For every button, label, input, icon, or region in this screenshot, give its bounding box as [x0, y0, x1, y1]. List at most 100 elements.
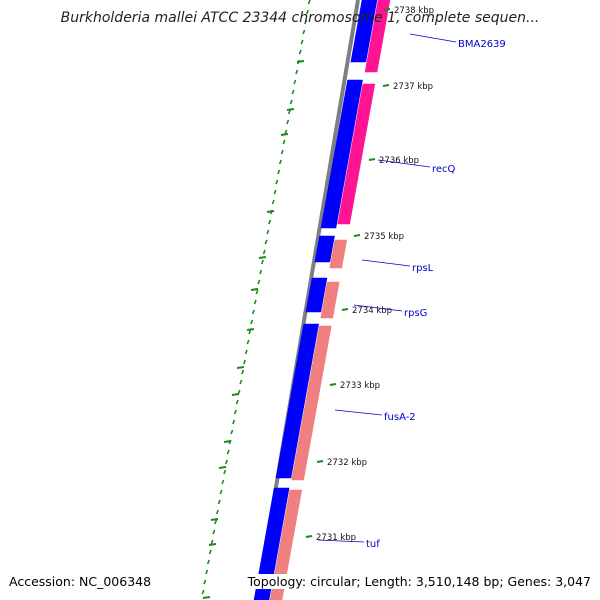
gene-label-leader	[317, 539, 365, 543]
gc-dot	[223, 469, 227, 475]
gc-tick	[296, 60, 305, 63]
gc-dot	[264, 239, 268, 245]
reverse-gene	[291, 325, 332, 481]
gene-label-leader	[361, 259, 411, 267]
gc-tick	[202, 596, 211, 599]
scale-tick	[368, 158, 376, 161]
gc-dot	[206, 559, 210, 565]
scale-label: 2736 kbp	[379, 156, 419, 166]
gc-dot	[201, 589, 205, 595]
scale-track: 2738 kbp 2737 kbp 2736 kbp 2735 kbp 2734 kbp…	[305, 6, 434, 543]
gc-dot	[242, 359, 246, 365]
gene-label: BMA2639	[458, 39, 506, 50]
scale-tick	[329, 383, 337, 386]
gc-tick	[231, 393, 240, 396]
gc-dot	[307, 0, 311, 5]
gc-dot	[286, 119, 290, 125]
scale-label: 2733 kbp	[340, 381, 380, 391]
gene-label-layer: BMA2639 recQ rpsL rpsG fusA-2 tuf	[317, 33, 506, 550]
gc-tick	[250, 288, 259, 291]
scale-tick	[305, 535, 313, 538]
reverse-gene	[364, 0, 391, 73]
scale-label: 2732 kbp	[327, 458, 367, 468]
gc-dot	[233, 409, 237, 415]
gc-dot	[282, 139, 286, 145]
gc-dot	[241, 369, 245, 375]
gc-dot	[250, 319, 254, 325]
gc-dot	[214, 519, 218, 525]
gc-dot	[280, 149, 284, 155]
gc-dot	[295, 69, 299, 75]
gc-dot	[298, 49, 302, 55]
gene-label: tuf	[366, 539, 380, 550]
gc-dot	[205, 569, 209, 575]
forward-gene	[350, 0, 378, 63]
gc-dot	[278, 159, 282, 165]
gc-tick	[218, 466, 227, 469]
gene-label: rpsG	[404, 308, 427, 319]
gc-tick	[210, 518, 219, 521]
gc-content-track	[201, 0, 311, 600]
gc-dot	[224, 459, 228, 465]
gc-dot	[273, 189, 277, 195]
reverse-gene	[269, 489, 303, 600]
gc-dot	[277, 169, 281, 175]
map-title: Burkholderia mallei ATCC 23344 chromosom…	[60, 10, 540, 26]
scale-tick	[341, 308, 349, 311]
gc-dot	[268, 219, 272, 225]
gc-dot	[293, 79, 297, 85]
summary-label: Topology: circular; Length: 3,510,148 bp…	[247, 574, 591, 589]
gene-label-leader	[334, 409, 383, 416]
scale-label: 2731 kbp	[316, 533, 356, 543]
gc-tick	[258, 256, 267, 259]
gc-dot	[203, 579, 207, 585]
forward-gene	[305, 277, 328, 313]
scale-label: 2735 kbp	[364, 232, 404, 242]
forward-gene	[253, 487, 290, 600]
gc-dot	[257, 279, 261, 285]
gc-dot	[219, 489, 223, 495]
gc-tick	[280, 133, 289, 136]
gc-dot	[253, 299, 257, 305]
gc-dot	[226, 449, 230, 455]
forward-gene	[320, 79, 363, 229]
gc-dot	[248, 329, 252, 335]
gc-dot	[259, 269, 263, 275]
forward-gene-track	[253, 0, 378, 600]
accession-label: Accession: NC_006348	[9, 574, 152, 589]
gc-dot	[289, 99, 293, 105]
gc-dot	[271, 199, 275, 205]
gc-tick	[208, 543, 217, 546]
gc-dot	[260, 259, 264, 265]
forward-gene	[314, 235, 335, 263]
gc-dot	[291, 89, 295, 95]
scale-tick	[383, 8, 391, 11]
scale-tick	[316, 460, 324, 463]
gc-dot	[235, 399, 239, 405]
reverse-gene	[329, 239, 348, 269]
gc-tick	[223, 440, 232, 443]
gc-dot	[262, 249, 266, 255]
gene-label-leader	[409, 33, 457, 43]
gc-dot	[215, 509, 219, 515]
gc-dot	[275, 179, 279, 185]
gc-dot	[266, 229, 270, 235]
scale-label: 2734 kbp	[352, 306, 392, 316]
gc-dot	[212, 529, 216, 535]
gc-dot	[246, 339, 250, 345]
gc-dot	[304, 19, 308, 25]
gc-dot	[244, 349, 248, 355]
gene-label-leader	[353, 304, 403, 312]
gc-dot	[239, 379, 243, 385]
gc-dot	[251, 309, 255, 315]
gc-dot	[255, 289, 259, 295]
gc-dot	[221, 479, 225, 485]
gc-tick	[286, 108, 295, 111]
reverse-gene	[337, 83, 376, 225]
gc-tick	[246, 328, 255, 331]
scale-tick	[382, 84, 390, 87]
gc-dot	[230, 429, 234, 435]
gc-dot	[287, 109, 291, 115]
scale-label: 2738 kbp	[394, 6, 434, 16]
